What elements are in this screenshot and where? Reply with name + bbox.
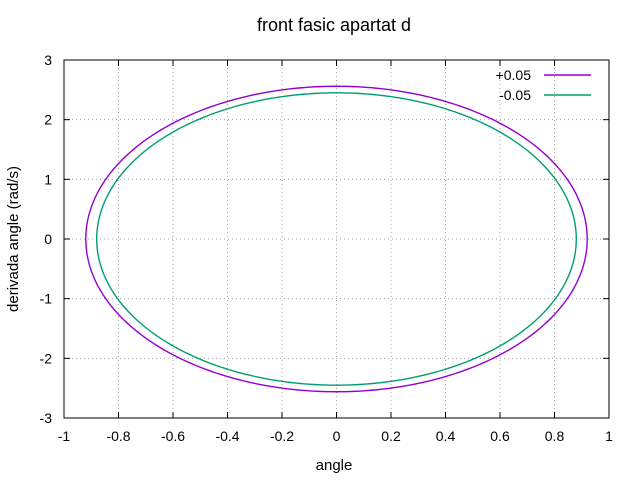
x-axis-label: angle bbox=[316, 457, 353, 474]
y-tick-label: 1 bbox=[44, 171, 52, 187]
x-tick-label: -1 bbox=[58, 428, 71, 444]
chart-title: front fasic apartat d bbox=[257, 15, 411, 35]
x-tick-label: -0.8 bbox=[106, 428, 130, 444]
x-tick-label: -0.4 bbox=[215, 428, 239, 444]
x-tick-label: 0.6 bbox=[490, 428, 510, 444]
y-tick-label: 2 bbox=[44, 112, 52, 128]
series-line-1 bbox=[85, 85, 588, 393]
x-tick-label: -0.6 bbox=[161, 428, 185, 444]
x-tick-label: 0.2 bbox=[381, 428, 401, 444]
x-tick-label: 0.4 bbox=[436, 428, 456, 444]
y-tick-label: 0 bbox=[44, 231, 52, 247]
legend: +0.05 -0.05 bbox=[496, 67, 591, 103]
y-tick-label: 3 bbox=[44, 52, 52, 68]
axis-ticks: -1 -0.8 -0.6 -0.4 -0.2 0 0.2 0.4 0.6 0.8 1 -3 -2 -1 0 1… bbox=[40, 52, 614, 444]
legend-label: +0.05 bbox=[496, 67, 532, 83]
y-tick-label: -2 bbox=[40, 350, 53, 366]
x-tick-label: -0.2 bbox=[270, 428, 294, 444]
series-line-2 bbox=[95, 92, 578, 386]
y-tick-label: -3 bbox=[40, 410, 53, 426]
y-axis-label: derivada angle (rad/s) bbox=[5, 166, 22, 312]
grid-lines bbox=[64, 60, 609, 418]
y-tick-label: -1 bbox=[40, 291, 53, 307]
x-tick-label: 0 bbox=[333, 428, 341, 444]
series-curves bbox=[85, 85, 588, 393]
legend-label: -0.05 bbox=[499, 87, 531, 103]
x-tick-label: 0.8 bbox=[545, 428, 565, 444]
x-tick-label: 1 bbox=[605, 428, 613, 444]
